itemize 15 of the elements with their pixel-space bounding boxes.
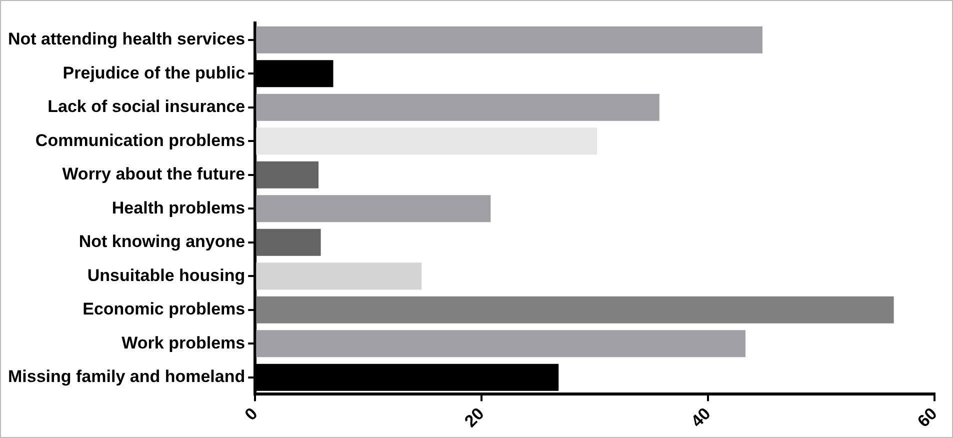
y-tick-label: Prejudice of the public [62,63,246,82]
y-tick-label: Economic problems [82,300,246,319]
y-tick-label: Worry about the future [62,164,246,184]
y-tick-label: Communication problems [35,130,246,150]
y-tick-label: Work problems [122,333,246,352]
y-tick-label: Missing family and homeland [8,367,246,386]
y-tick-label: Unsuitable housing [87,266,246,285]
y-tick-label: Lack of social insurance [48,97,246,116]
x-tick-label: 20 [460,404,488,431]
y-tick-label: Health problems [112,198,246,218]
y-tick-label: Not attending health services [8,30,246,49]
y-tick-label: Not knowing anyone [78,232,246,252]
x-tick-label: 60 [914,404,941,431]
x-tick-label: 40 [687,404,714,431]
x-tick-label: 0 [241,404,262,424]
